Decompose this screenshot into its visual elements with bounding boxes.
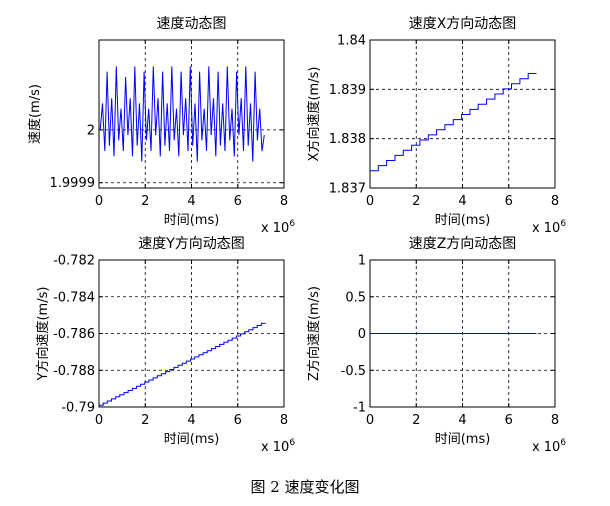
chart1-title: 速度动态图	[157, 16, 227, 32]
chart3-y-tick-label: -0.79	[61, 401, 95, 416]
chart4-x-tick-label: 6	[505, 413, 513, 428]
chart3-x-tick-label: 6	[234, 413, 242, 428]
chart3-title: 速度Y方向动态图	[138, 236, 245, 252]
chart1-y-tick-label: 1.9999	[50, 176, 96, 191]
chart2-y-tick-label: 1.838	[329, 132, 366, 147]
chart2-x-tick-label: 0	[366, 194, 374, 209]
chart1-x-tick-label: 2	[141, 194, 149, 209]
chart4-title: 速度Z方向动态图	[409, 236, 517, 252]
chart3-x-axis-label: 时间(ms)	[164, 432, 220, 447]
chart4-x-tick-label: 0	[366, 413, 374, 428]
chart1-y-axis-label: 速度(m/s)	[27, 84, 43, 144]
chart1-x-tick-label: 0	[95, 194, 103, 209]
chart1-y-tick-label: 2	[87, 123, 95, 138]
chart3-x-exponent-label: x 106	[261, 438, 295, 455]
chart4-y-tick-label: 1	[358, 254, 366, 269]
chart2-x-tick-label: 6	[505, 194, 513, 209]
chart1-x-tick-label: 6	[234, 194, 242, 209]
chart3-x-tick-label: 2	[141, 413, 149, 428]
chart2-x-tick-label: 2	[412, 194, 420, 209]
chart3-x-tick-label: 8	[280, 413, 288, 428]
chart3-x-tick-label: 4	[187, 413, 195, 428]
chart3-series-line	[99, 322, 266, 406]
figure-caption: 图 2 速度变化图	[250, 478, 360, 496]
chart1-x-tick-label: 8	[280, 194, 288, 209]
chart2-y-tick-label: 1.837	[329, 182, 366, 197]
chart4-y-axis-label: Z方向速度(m/s)	[306, 286, 322, 381]
chart4-x-exponent-label: x 106	[532, 438, 566, 455]
chart3-y-tick-label: -0.788	[53, 364, 95, 379]
chart2-y-axis-label: X方向速度(m/s)	[306, 67, 322, 162]
chart2-x-exponent-label: x 106	[532, 219, 566, 236]
chart1-x-tick-label: 4	[187, 194, 195, 209]
chart4-y-tick-label: 0.5	[345, 290, 366, 305]
chart2-series-line	[370, 73, 537, 172]
chart1-x-exponent-label: x 106	[261, 219, 295, 236]
chart2-x-axis-label: 时间(ms)	[435, 213, 491, 228]
chart2-y-tick-label: 1.84	[337, 34, 366, 49]
chart3-y-tick-label: -0.786	[53, 327, 95, 342]
chart4-y-tick-label: -1	[353, 401, 366, 416]
chart4-y-tick-label: -0.5	[341, 364, 366, 379]
chart3-axes-box	[98, 259, 285, 408]
chart2-title: 速度X方向动态图	[409, 16, 517, 32]
chart2-x-tick-label: 4	[458, 194, 466, 209]
chart4-x-axis-label: 时间(ms)	[435, 432, 491, 447]
chart1-series-line	[99, 66, 265, 162]
chart4-y-tick-label: 0	[358, 327, 366, 342]
chart2-y-tick-label: 1.839	[329, 83, 366, 98]
chart3-y-axis-label: Y方向速度(m/s)	[35, 287, 51, 382]
chart4-x-tick-label: 8	[551, 413, 559, 428]
chart3-y-tick-label: -0.782	[53, 254, 95, 269]
chart4-x-tick-label: 2	[412, 413, 420, 428]
chart4-x-tick-label: 4	[458, 413, 466, 428]
chart1-x-axis-label: 时间(ms)	[164, 213, 220, 228]
chart2-axes-box	[369, 39, 556, 189]
chart4-axes-box	[369, 259, 556, 408]
chart3-y-tick-label: -0.784	[53, 290, 95, 305]
chart2-x-tick-label: 8	[551, 194, 559, 209]
chart1-axes-box	[98, 39, 285, 189]
chart3-x-tick-label: 0	[95, 413, 103, 428]
